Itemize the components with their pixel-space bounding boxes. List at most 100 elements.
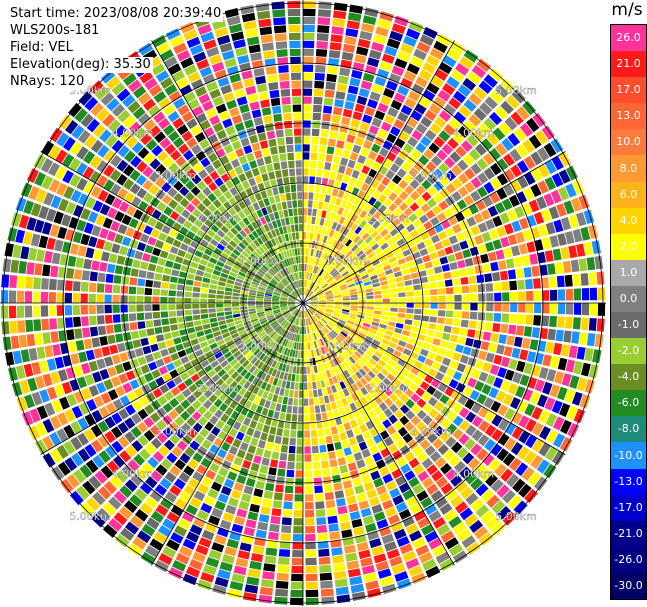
velocity-gate	[112, 314, 121, 323]
velocity-gate	[343, 379, 351, 388]
velocity-gate	[356, 416, 365, 426]
velocity-gate	[388, 73, 402, 84]
velocity-gate	[303, 232, 306, 240]
velocity-gate	[530, 151, 543, 166]
velocity-gate	[116, 159, 129, 172]
velocity-gate	[308, 317, 312, 325]
velocity-gate	[247, 354, 255, 362]
velocity-gate	[132, 400, 143, 412]
velocity-gate	[272, 308, 280, 311]
velocity-gate	[320, 404, 326, 413]
velocity-gate	[294, 224, 299, 232]
velocity-gate	[326, 73, 337, 83]
velocity-gate	[292, 534, 303, 542]
velocity-gate	[439, 340, 449, 349]
velocity-gate	[409, 530, 423, 542]
velocity-gate	[293, 216, 299, 224]
velocity-gate	[576, 212, 587, 227]
velocity-gate	[410, 229, 420, 239]
velocity-gate	[132, 339, 142, 349]
velocity-gate	[349, 291, 358, 296]
velocity-gate	[46, 386, 58, 400]
velocity-gate	[274, 353, 281, 361]
velocity-gate	[272, 305, 280, 308]
velocity-gate	[306, 350, 309, 358]
velocity-gate	[390, 307, 398, 312]
velocity-gate	[42, 452, 56, 468]
velocity-gate	[314, 184, 321, 193]
velocity-gate	[68, 102, 82, 118]
velocity-gate	[239, 424, 248, 434]
velocity-gate	[317, 429, 325, 437]
velocity-gate	[153, 111, 166, 124]
velocity-gate	[533, 315, 542, 326]
velocity-gate	[315, 348, 320, 356]
velocity-gate	[394, 58, 408, 69]
velocity-gate	[480, 138, 493, 151]
velocity-gate	[82, 480, 96, 495]
velocity-gate	[192, 452, 204, 463]
velocity-gate	[436, 280, 445, 288]
velocity-gate	[178, 471, 191, 483]
velocity-gate	[408, 457, 420, 469]
velocity-gate	[195, 544, 209, 556]
velocity-gate	[445, 183, 457, 194]
field-label: Field: VEL	[10, 40, 75, 56]
velocity-gate	[268, 283, 276, 289]
velocity-gate	[173, 168, 185, 179]
velocity-gate	[190, 224, 200, 234]
velocity-gate	[364, 158, 374, 168]
velocity-gate	[414, 360, 424, 370]
velocity-gate	[340, 315, 348, 320]
velocity-gate	[202, 197, 212, 208]
velocity-gate	[227, 367, 236, 376]
velocity-gate	[470, 498, 484, 512]
velocity-gate	[8, 290, 17, 303]
velocity-gate	[379, 576, 394, 587]
velocity-gate	[398, 303, 406, 308]
velocity-gate	[270, 515, 281, 525]
velocity-gate	[311, 315, 317, 323]
velocity-gate	[399, 191, 409, 201]
velocity-gate	[294, 264, 298, 272]
velocity-gate	[295, 160, 302, 168]
velocity-gate	[196, 464, 208, 475]
velocity-gate	[439, 175, 450, 187]
velocity-gate	[170, 386, 181, 397]
velocity-gate	[371, 243, 380, 251]
velocity-gate	[95, 238, 106, 250]
velocity-gate	[316, 421, 323, 429]
velocity-gate	[209, 170, 220, 181]
velocity-gate	[310, 296, 318, 301]
velocity-gate	[202, 323, 211, 330]
velocity-gate	[107, 334, 116, 345]
velocity-gate	[187, 327, 196, 334]
velocity-gate	[310, 366, 315, 374]
velocity-gate	[97, 325, 107, 336]
velocity-gate	[318, 347, 323, 356]
velocity-gate	[117, 342, 126, 353]
velocity-gate	[218, 194, 227, 204]
velocity-gate	[188, 332, 197, 340]
velocity-gate	[351, 328, 360, 334]
velocity-gate	[271, 322, 279, 328]
velocity-gate	[263, 223, 270, 232]
velocity-gate	[303, 310, 306, 319]
velocity-gate	[250, 346, 258, 354]
velocity-gate	[203, 389, 213, 399]
velocity-gate	[242, 207, 251, 217]
velocity-gate	[351, 353, 359, 362]
velocity-gate	[417, 517, 431, 529]
velocity-gate	[441, 238, 451, 248]
velocity-gate	[364, 175, 374, 185]
velocity-gate	[238, 220, 246, 229]
velocity-gate	[301, 279, 303, 288]
velocity-gate	[335, 91, 346, 100]
velocity-gate	[185, 203, 196, 213]
velocity-gate	[65, 317, 73, 328]
velocity-gate	[285, 286, 292, 293]
velocity-gate	[246, 36, 260, 46]
velocity-gate	[356, 359, 365, 367]
velocity-gate	[232, 248, 241, 257]
velocity-gate	[334, 301, 343, 303]
